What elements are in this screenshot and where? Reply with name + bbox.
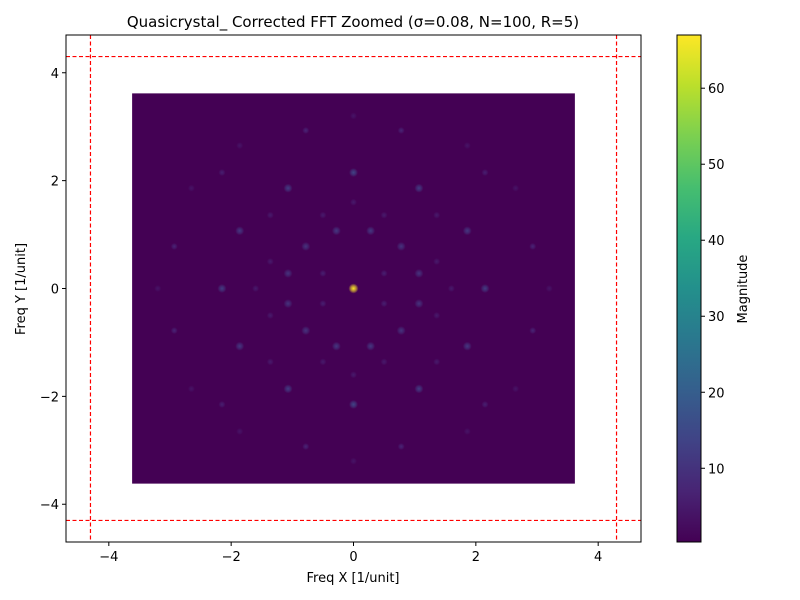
- y-tick-label: −2: [40, 390, 59, 405]
- peak-point: [414, 268, 424, 278]
- peak-point: [463, 427, 471, 435]
- colorbar-tick-label: 10: [708, 462, 725, 477]
- peak-point: [319, 211, 327, 219]
- y-axis-label: Freq Y [1/unit]: [14, 243, 29, 335]
- peak-point: [481, 169, 489, 177]
- peak-point: [447, 285, 455, 292]
- peak-point: [350, 198, 357, 206]
- peak-point: [397, 126, 405, 134]
- peak-point: [350, 112, 357, 120]
- peak-point: [350, 457, 357, 465]
- peak-point: [187, 184, 195, 192]
- x-tick-label: 2: [472, 550, 480, 565]
- peak-point: [480, 284, 490, 293]
- reference-lines: [66, 35, 641, 542]
- peak-point: [380, 358, 388, 366]
- peak-point: [414, 299, 424, 309]
- x-axis-label: Freq X [1/unit]: [307, 571, 400, 586]
- peak-point: [283, 183, 293, 193]
- peak-point: [545, 285, 553, 292]
- peak-point: [462, 341, 472, 351]
- peak-point: [349, 168, 358, 178]
- y-tick-label: 0: [51, 283, 59, 298]
- peak-point: [512, 184, 520, 192]
- peak-point: [266, 258, 274, 266]
- x-tick-label: −4: [99, 550, 118, 565]
- peak-point: [154, 285, 162, 292]
- x-tick-label: 4: [594, 550, 602, 565]
- x-axis-ticks: −4 −2 0 2 4: [99, 542, 602, 565]
- peak-point: [380, 211, 388, 219]
- peak-point: [283, 268, 293, 278]
- peak-point: [170, 242, 178, 250]
- colorbar-tick-label: 30: [708, 310, 725, 325]
- peak-point: [397, 443, 405, 451]
- peak-point: [266, 311, 274, 319]
- peak-point: [319, 358, 327, 366]
- peak-point: [348, 283, 359, 294]
- y-axis-ticks: −4 −2 0 2 4: [40, 67, 66, 513]
- peak-point: [529, 242, 537, 250]
- peak-point: [218, 400, 226, 408]
- peak-point: [170, 327, 178, 335]
- peak-point: [433, 311, 441, 319]
- peak-point: [481, 400, 489, 408]
- peak-point: [529, 327, 537, 335]
- heatmap-image: [132, 93, 575, 484]
- peak-point: [283, 299, 293, 309]
- chart-title: Quasicrystal_ Corrected FFT Zoomed (σ=0.…: [127, 13, 579, 32]
- peak-point: [433, 211, 441, 219]
- peak-point: [236, 142, 244, 150]
- peak-point: [252, 285, 260, 292]
- peak-point: [217, 284, 227, 293]
- peak-point: [236, 427, 244, 435]
- peak-point: [396, 241, 406, 251]
- peak-point: [396, 326, 406, 336]
- peak-point: [187, 385, 195, 393]
- peak-point: [235, 226, 245, 236]
- peak-point: [350, 371, 357, 379]
- y-tick-label: 4: [51, 67, 59, 82]
- peak-point: [414, 183, 424, 193]
- peak-point: [380, 269, 388, 277]
- peak-point: [235, 341, 245, 351]
- peak-point: [301, 326, 311, 336]
- colorbar-tick-label: 50: [708, 158, 725, 173]
- y-tick-label: −4: [40, 498, 59, 513]
- colorbar-tick-label: 60: [708, 82, 725, 97]
- peak-point: [433, 258, 441, 266]
- x-tick-label: −2: [222, 550, 241, 565]
- y-tick-label: 2: [51, 175, 59, 190]
- peak-point: [414, 384, 424, 394]
- peak-point: [331, 226, 341, 236]
- peak-point: [283, 384, 293, 394]
- peak-point: [380, 300, 388, 308]
- peak-point: [349, 399, 358, 409]
- peak-point: [302, 126, 310, 134]
- peak-point: [218, 169, 226, 177]
- peak-point: [366, 226, 376, 236]
- peak-point: [301, 241, 311, 251]
- colorbar-gradient: [676, 34, 702, 543]
- peak-point: [512, 385, 520, 393]
- peak-point: [462, 226, 472, 236]
- peak-point: [266, 211, 274, 219]
- peak-point: [463, 142, 471, 150]
- peak-point: [319, 300, 327, 308]
- x-tick-label: 0: [349, 550, 357, 565]
- colorbar-ticks: 10 20 30 40 50 60: [701, 82, 725, 477]
- peak-point: [319, 269, 327, 277]
- colorbar-tick-label: 40: [708, 234, 725, 249]
- colorbar-label: Magnitude: [736, 255, 751, 324]
- plot-area: −4 −2 0 2 4 −4 −2 0 2 4: [40, 34, 642, 565]
- colorbar: 10 20 30 40 50 60 Magnitude: [676, 34, 751, 543]
- peak-point: [331, 341, 341, 351]
- peak-point: [302, 443, 310, 451]
- peak-point: [433, 358, 441, 366]
- colorbar-tick-label: 20: [708, 386, 725, 401]
- peak-point: [366, 341, 376, 351]
- peak-point: [266, 358, 274, 366]
